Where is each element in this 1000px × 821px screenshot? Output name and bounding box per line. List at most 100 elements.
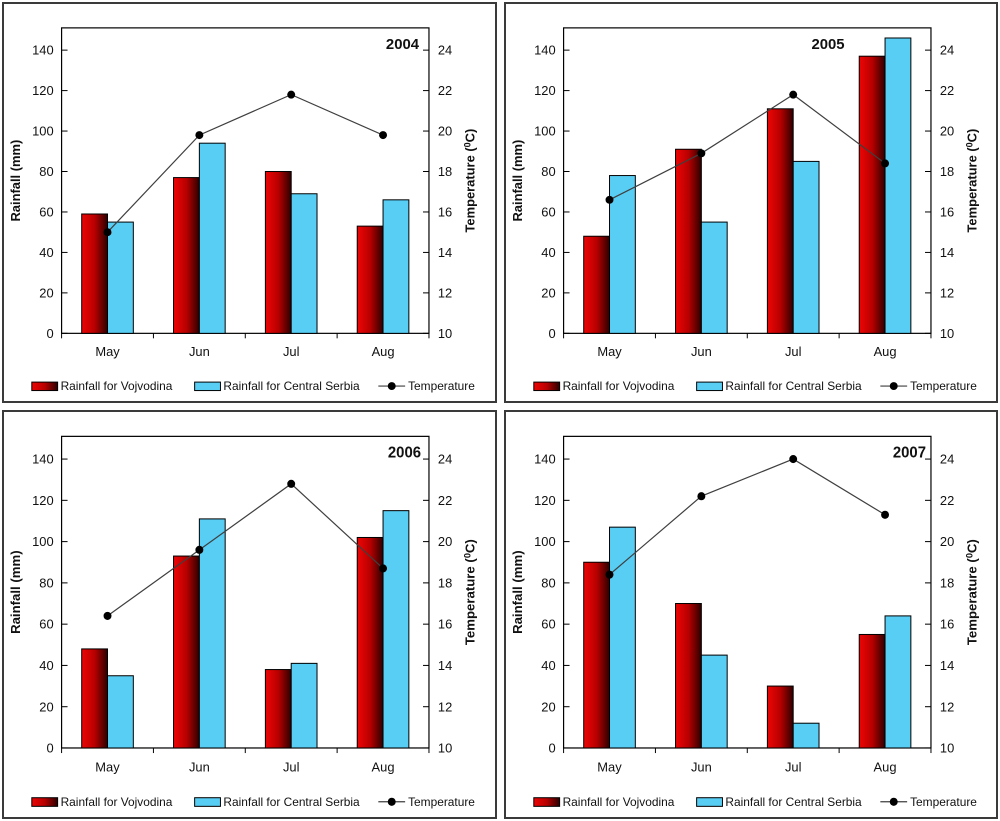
legend-marker-temperature [387, 382, 396, 391]
left-axis-title: Rainfall (mm) [510, 550, 525, 634]
right-axis-tick-label: 18 [939, 164, 953, 179]
right-axis-tick-label: 24 [438, 43, 452, 58]
left-axis-tick-label: 40 [39, 658, 53, 673]
bar-central-serbia-jul [290, 662, 318, 749]
left-axis-tick-label: 80 [541, 575, 555, 590]
bar-vojvodina-may [582, 561, 610, 749]
year-label: 2007 [892, 445, 925, 462]
left-axis-tick-label: 0 [46, 326, 53, 341]
left-axis-tick-label: 0 [46, 740, 53, 755]
bar-vojvodina-jun [173, 177, 200, 334]
temperature-marker-jul [788, 90, 797, 99]
left-axis-tick-label: 0 [548, 326, 555, 341]
legend-swatch-vojvodina [31, 797, 59, 807]
left-axis-tick-label: 60 [541, 204, 555, 219]
right-axis-tick-label: 16 [939, 204, 953, 219]
temperature-line [107, 93, 384, 233]
left-axis-tick-label: 20 [39, 699, 53, 714]
year-label: 2004 [386, 37, 420, 53]
left-axis-tick-label: 120 [32, 83, 54, 98]
legend-label-temperature: Temperature [910, 379, 977, 393]
legend-swatch-vojvodina [532, 381, 560, 392]
x-axis-category-label: May [597, 759, 622, 774]
right-axis-tick-label: 14 [939, 245, 953, 260]
left-axis-tick-label: 20 [541, 285, 555, 300]
temperature-marker-may [103, 228, 112, 237]
legend-marker-temperature [889, 382, 898, 391]
right-axis-tick-label: 18 [438, 575, 452, 590]
temperature-marker-jul [287, 479, 296, 488]
year-label: 2006 [388, 445, 421, 462]
right-axis-tick-label: 10 [939, 326, 953, 341]
right-axis-tick-label: 24 [939, 43, 953, 58]
plot-frame [562, 435, 932, 749]
right-axis-tick-label: 10 [438, 740, 452, 755]
left-axis-title: Rainfall (mm) [509, 140, 524, 222]
legend-marker-temperature [387, 797, 396, 806]
bar-vojvodina-may [81, 648, 109, 749]
x-axis-category-label: Aug [873, 344, 896, 359]
left-axis-tick-label: 100 [534, 534, 556, 549]
temperature-marker-may [103, 611, 112, 620]
right-axis-tick-label: 12 [939, 699, 953, 714]
right-axis-tick-label: 22 [438, 493, 452, 508]
right-axis-tick-label: 22 [939, 83, 953, 98]
x-axis-category-label: Aug [372, 344, 395, 359]
right-axis-title: Temperature (0C) [463, 129, 478, 233]
bar-central-serbia-jun [198, 142, 226, 334]
x-axis-category-label: May [597, 344, 622, 359]
temperature-marker-jul [788, 455, 797, 464]
legend-label-temperature: Temperature [910, 795, 977, 809]
bar-central-serbia-may [107, 675, 134, 749]
left-axis-tick-label: 100 [32, 124, 54, 139]
legend-swatch-central-serbia [695, 797, 723, 807]
bar-vojvodina-may [582, 235, 610, 334]
bar-central-serbia-jun [198, 518, 226, 749]
right-axis-title: Temperature (0C) [964, 539, 979, 645]
year-label: 2005 [811, 37, 844, 53]
right-axis-tick-label: 20 [939, 534, 953, 549]
right-axis-tick-label: 16 [438, 204, 452, 219]
bar-vojvodina-aug [858, 55, 886, 334]
chart-panel-2007: 0 20 40 60 80 100 120 140 10 12 14 16 18 20 22 24 May Jun… [503, 410, 998, 819]
x-axis-category-label: Jun [189, 759, 210, 774]
left-axis-tick-label: 20 [39, 285, 53, 300]
legend-swatch-vojvodina [532, 797, 560, 807]
left-axis-tick-label: 20 [541, 699, 555, 714]
right-axis-tick-label: 24 [939, 451, 953, 466]
x-axis-category-label: Jun [690, 759, 711, 774]
left-axis-tick-label: 120 [32, 493, 54, 508]
bar-central-serbia-jul [792, 160, 820, 334]
x-axis-category-label: Aug [873, 759, 896, 774]
bar-central-serbia-jun [700, 221, 728, 334]
temperature-marker-jun [195, 545, 204, 554]
legend-marker-temperature [889, 797, 898, 806]
legend-label-central-serbia: Rainfall for Central Serbia [725, 379, 862, 393]
left-axis-tick-label: 80 [541, 164, 555, 179]
right-axis-tick-label: 14 [438, 658, 452, 673]
bar-central-serbia-aug [884, 615, 911, 749]
x-axis-category-label: Jul [784, 759, 801, 774]
left-axis-title: Rainfall (mm) [8, 550, 23, 634]
bar-central-serbia-aug [382, 510, 410, 749]
legend-label-vojvodina: Rainfall for Vojvodina [562, 379, 674, 393]
bar-vojvodina-jun [674, 148, 702, 334]
x-axis-category-label: May [95, 344, 120, 359]
right-axis-tick-label: 16 [939, 617, 953, 632]
bar-vojvodina-jul [264, 669, 292, 749]
right-axis-tick-label: 18 [438, 164, 452, 179]
x-axis-category-label: Jun [189, 344, 210, 359]
x-axis-category-label: Jul [283, 344, 299, 359]
right-axis-tick-label: 20 [438, 534, 452, 549]
bar-central-serbia-may [107, 221, 134, 334]
temperature-marker-aug [880, 510, 889, 519]
bar-central-serbia-aug [884, 37, 911, 334]
bar-central-serbia-may [608, 175, 636, 334]
chart-2007: 0 20 40 60 80 100 120 140 10 12 14 16 18 20 22 24 May Jun… [510, 435, 979, 809]
chart-panel-2005: 0 20 40 60 80 100 120 140 10 12 14 16 18 20 22 24 May Jun… [503, 2, 998, 403]
left-axis-tick-label: 140 [32, 451, 54, 466]
bar-central-serbia-jul [290, 193, 318, 334]
left-axis-title: Rainfall (mm) [8, 140, 23, 222]
right-axis-tick-label: 12 [438, 699, 452, 714]
